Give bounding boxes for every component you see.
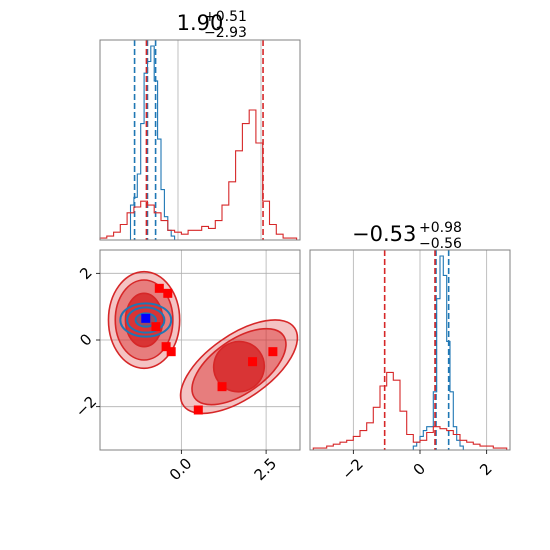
contour-ytick-label-0: −2 (72, 392, 100, 420)
top-title-main: 1.90 (177, 11, 224, 35)
blue-contour-level-1 (126, 306, 166, 334)
right-hist-xtick-label-2: 2 (476, 460, 495, 479)
blue-contour-level-0 (119, 302, 173, 338)
red-square-marker-6 (193, 405, 203, 415)
top-title-sup: +0.51 (204, 9, 247, 25)
right-title-sup: +0.98 (419, 220, 462, 236)
red-square-marker-1 (163, 288, 173, 298)
contour-plot-area (100, 250, 300, 450)
red-square-marker-2 (151, 322, 161, 332)
top-hist-series-0-step (129, 45, 176, 240)
contour-xtick-label-1: 2.5 (251, 454, 281, 484)
contour-xtick-label-0: 0.0 (166, 454, 196, 484)
red-square-marker-4 (166, 347, 176, 357)
red-square-marker-3 (161, 342, 171, 352)
histogram-panel-top-left (99, 39, 301, 241)
contour-ytick-label-2: 2 (76, 264, 95, 283)
histogram-panel-bottom-right: −2 0 2 (309, 249, 511, 483)
right-hist-axes-frame (309, 249, 511, 451)
top-hist-series-1-step (99, 109, 298, 240)
right-title-main: −0.53 (352, 222, 416, 246)
blue-square-marker-0 (141, 313, 151, 323)
right-title-sub: −0.56 (419, 236, 462, 252)
right-hist-series-1-step (312, 371, 508, 450)
contour-axes-frame (99, 249, 301, 451)
top-histogram-title: 1.90 (177, 11, 224, 35)
red-square-marker-8 (268, 347, 278, 357)
contour-ytick-label-1: 0 (76, 330, 95, 349)
right-hist-series-0-step (412, 255, 464, 450)
right-hist-xtick-label-1: 0 (410, 460, 429, 479)
red-square-marker-5 (217, 382, 227, 392)
red-contour-blob-1-level-2 (212, 340, 266, 393)
red-square-marker-7 (248, 357, 258, 367)
right-hist-xtick-label-0: −2 (338, 455, 366, 483)
red-square-marker-0 (154, 283, 164, 293)
contour-panel-bottom-left: 0.0 2.5 −2 0 2 (72, 249, 301, 484)
top-hist-axes-frame (99, 39, 301, 241)
top-title-sub: −2.93 (204, 25, 247, 41)
